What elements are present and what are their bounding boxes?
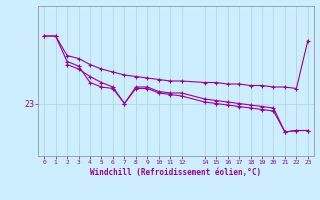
X-axis label: Windchill (Refroidissement éolien,°C): Windchill (Refroidissement éolien,°C) xyxy=(91,168,261,177)
